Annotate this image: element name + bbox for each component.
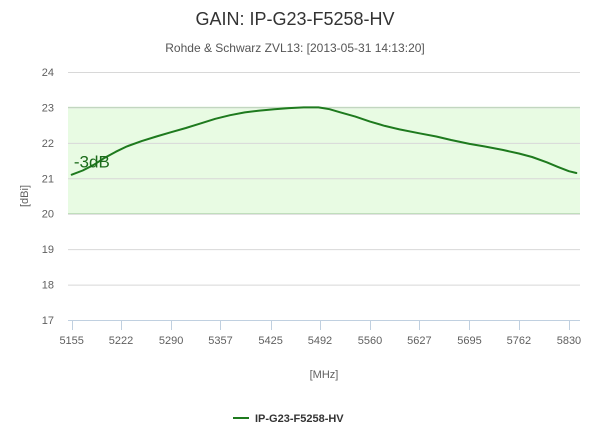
- x-tick-label: 5425: [258, 335, 282, 347]
- chart-title: GAIN: IP-G23-F5258-HV: [195, 9, 394, 29]
- y-tick-label: 20: [42, 209, 54, 221]
- y-tick-label: 18: [42, 280, 54, 292]
- y-axis: 17 18 19 20 21 22 23 24: [42, 67, 54, 327]
- x-tick-label: 5627: [407, 335, 431, 347]
- y-tick-label: 24: [42, 67, 54, 79]
- series-layer: [70, 106, 578, 176]
- plot-band-layer: [68, 106, 580, 215]
- x-tick-label: 5830: [557, 335, 581, 347]
- series-line-0[interactable]: [70, 106, 578, 176]
- x-tick-label: 5357: [208, 335, 232, 347]
- x-axis-label: [MHz]: [310, 369, 339, 381]
- y-tick-label: 17: [42, 315, 54, 327]
- annotation-minus-3db: -3dB: [74, 153, 110, 172]
- x-tick-label: 5155: [59, 335, 83, 347]
- y-axis-label: [dBi]: [19, 185, 31, 207]
- chart-subtitle: Rohde & Schwarz ZVL13: [2013-05-31 14:13…: [165, 41, 425, 55]
- y-tick-label: 23: [42, 102, 54, 114]
- y-tick-label: 19: [42, 244, 54, 256]
- x-tick-label: 5290: [159, 335, 183, 347]
- legend-item-label[interactable]: IP-G23-F5258-HV: [255, 413, 344, 425]
- x-tick-label: 5560: [358, 335, 382, 347]
- x-tick-label: 5695: [457, 335, 481, 347]
- x-tick-label: 5762: [507, 335, 531, 347]
- x-axis: [68, 320, 580, 330]
- plot-band-fill: [68, 107, 580, 214]
- x-tick-labels: 5155 5222 5290 5357 5425 5492 5560 5627 5695 5762…: [59, 335, 581, 347]
- y-tick-label: 21: [42, 173, 54, 185]
- legend[interactable]: IP-G23-F5258-HV: [233, 413, 344, 425]
- x-tick-label: 5492: [308, 335, 332, 347]
- y-tick-label: 22: [42, 138, 54, 150]
- x-tick-label: 5222: [109, 335, 133, 347]
